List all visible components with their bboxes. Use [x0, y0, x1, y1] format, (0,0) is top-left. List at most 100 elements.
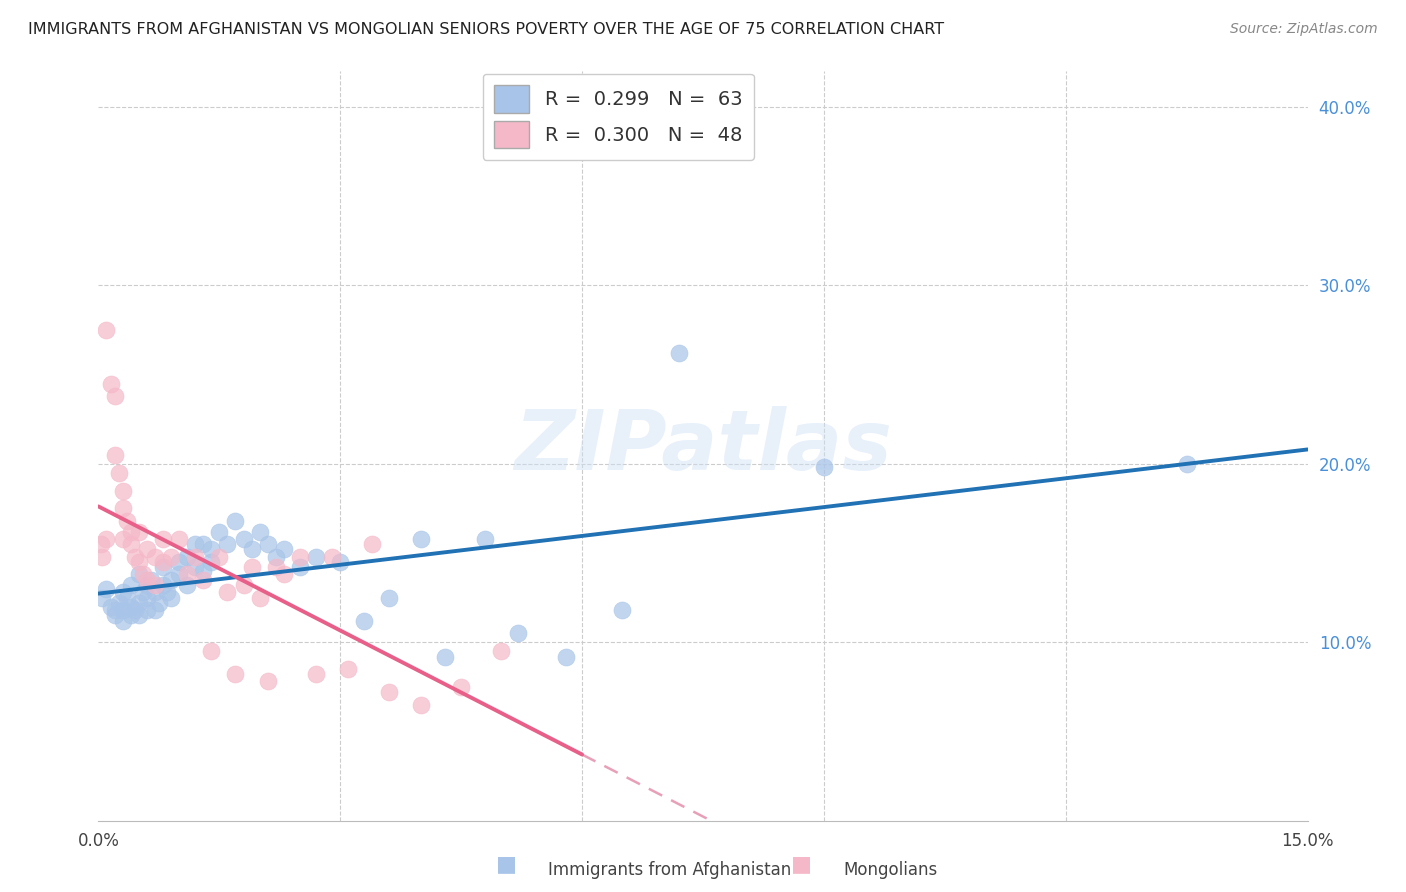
Point: [96, 532, 118, 546]
Point: [506, 626, 529, 640]
Point: [224, 514, 246, 528]
Point: [160, 591, 183, 605]
Point: [200, 555, 222, 569]
Point: [167, 567, 190, 582]
Point: [184, 537, 207, 551]
Point: [249, 524, 271, 539]
Point: [305, 549, 328, 564]
Point: [160, 573, 183, 587]
Point: [329, 555, 352, 569]
Point: [409, 698, 432, 712]
Point: [115, 514, 138, 528]
Point: [249, 591, 271, 605]
Point: [111, 614, 134, 628]
Point: [124, 549, 146, 564]
Point: [111, 603, 134, 617]
Point: [193, 564, 215, 578]
Point: [361, 537, 384, 551]
Point: [167, 555, 190, 569]
Point: [107, 596, 129, 610]
Point: [256, 537, 278, 551]
Point: [217, 537, 239, 551]
Point: [90, 537, 112, 551]
Legend: R =  0.299   N =  63, R =  0.300   N =  48: R = 0.299 N = 63, R = 0.300 N = 48: [482, 73, 754, 160]
Point: [115, 591, 138, 605]
Point: [139, 573, 162, 587]
Point: [132, 585, 155, 599]
Point: [128, 596, 150, 610]
Point: [143, 585, 166, 599]
Point: [103, 389, 125, 403]
Point: [273, 567, 295, 582]
Point: [474, 532, 496, 546]
Point: [120, 537, 142, 551]
Text: ZIPatlas: ZIPatlas: [515, 406, 891, 486]
Point: [555, 649, 578, 664]
Point: [124, 603, 146, 617]
Point: [152, 532, 174, 546]
Point: [128, 524, 150, 539]
Point: [103, 608, 125, 623]
Text: ■: ■: [496, 854, 516, 873]
Point: [232, 532, 254, 546]
Text: Immigrants from Afghanistan: Immigrants from Afghanistan: [548, 861, 792, 879]
Point: [377, 591, 399, 605]
Point: [96, 582, 118, 596]
Text: IMMIGRANTS FROM AFGHANISTAN VS MONGOLIAN SENIORS POVERTY OVER THE AGE OF 75 CORR: IMMIGRANTS FROM AFGHANISTAN VS MONGOLIAN…: [28, 22, 945, 37]
Point: [668, 346, 690, 360]
Point: [264, 560, 287, 574]
Point: [143, 578, 166, 592]
Point: [434, 649, 457, 664]
Point: [128, 567, 150, 582]
Point: [184, 560, 207, 574]
Point: [167, 532, 190, 546]
Point: [813, 460, 835, 475]
Point: [305, 667, 328, 681]
Point: [135, 591, 157, 605]
Point: [200, 542, 222, 557]
Text: Mongolians: Mongolians: [844, 861, 938, 879]
Point: [1175, 457, 1198, 471]
Point: [377, 685, 399, 699]
Point: [91, 549, 114, 564]
Point: [96, 323, 118, 337]
Point: [491, 644, 513, 658]
Point: [143, 603, 166, 617]
Point: [232, 578, 254, 592]
Point: [176, 549, 198, 564]
Point: [450, 680, 472, 694]
Point: [128, 555, 150, 569]
Point: [120, 524, 142, 539]
Point: [135, 603, 157, 617]
Point: [135, 542, 157, 557]
Point: [91, 591, 114, 605]
Point: [111, 501, 134, 516]
Text: ■: ■: [792, 854, 811, 873]
Point: [107, 466, 129, 480]
Point: [111, 532, 134, 546]
Point: [200, 644, 222, 658]
Point: [160, 549, 183, 564]
Point: [152, 555, 174, 569]
Point: [288, 560, 311, 574]
Point: [184, 549, 207, 564]
Point: [132, 567, 155, 582]
Point: [100, 599, 122, 614]
Point: [176, 578, 198, 592]
Point: [135, 573, 157, 587]
Point: [148, 596, 170, 610]
Point: [321, 549, 343, 564]
Point: [217, 585, 239, 599]
Point: [256, 674, 278, 689]
Point: [208, 549, 231, 564]
Point: [337, 662, 360, 676]
Point: [152, 560, 174, 574]
Point: [353, 614, 375, 628]
Point: [128, 608, 150, 623]
Point: [288, 549, 311, 564]
Point: [103, 448, 125, 462]
Point: [143, 549, 166, 564]
Point: [208, 524, 231, 539]
Point: [120, 608, 142, 623]
Point: [273, 542, 295, 557]
